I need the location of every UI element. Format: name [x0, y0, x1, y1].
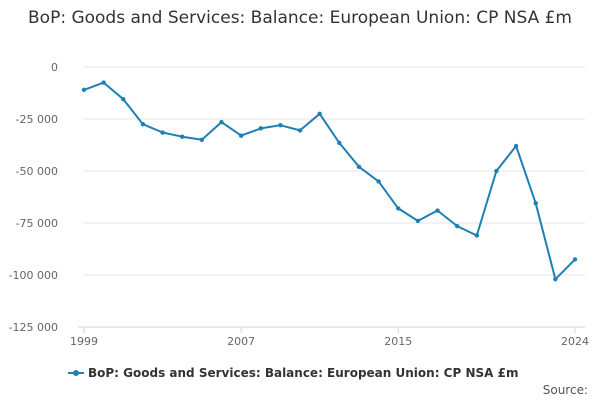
data-point[interactable]	[337, 140, 342, 146]
y-axis-ticks: 0 -25 000 -50 000 -75 000 -100 000 -125 000	[9, 61, 58, 334]
y-tick-label: -125 000	[9, 321, 58, 334]
series-line	[83, 81, 576, 281]
legend-swatch	[68, 368, 84, 378]
data-point[interactable]	[297, 128, 303, 133]
data-point[interactable]	[121, 97, 126, 102]
y-tick-label: -75 000	[16, 217, 58, 230]
data-point[interactable]	[101, 80, 106, 85]
gridlines	[84, 66, 585, 276]
data-point[interactable]	[553, 276, 558, 282]
data-point[interactable]	[513, 143, 519, 149]
data-point[interactable]	[572, 257, 578, 262]
source-label: Source:	[542, 383, 588, 397]
data-point[interactable]	[219, 119, 224, 125]
data-point[interactable]	[140, 122, 146, 127]
data-point[interactable]	[396, 206, 401, 211]
y-tick-label: -25 000	[16, 113, 58, 126]
x-tick-label: 2007	[227, 335, 255, 348]
data-point[interactable]	[494, 168, 499, 174]
x-tick-label: 2015	[384, 335, 412, 348]
legend[interactable]: BoP: Goods and Services: Balance: Europe…	[68, 366, 518, 380]
data-point[interactable]	[454, 223, 460, 229]
y-tick-label: -50 000	[16, 165, 58, 178]
data-point[interactable]	[376, 179, 381, 184]
x-tick-label: 2024	[561, 335, 589, 348]
data-point[interactable]	[356, 164, 362, 170]
y-tick-label: -100 000	[9, 269, 58, 282]
x-tick-label: 1999	[70, 335, 98, 348]
data-point[interactable]	[474, 233, 479, 238]
data-point[interactable]	[81, 87, 87, 93]
data-point[interactable]	[199, 137, 205, 142]
x-axis: 1999 2007 2015 2024	[70, 326, 589, 348]
data-point[interactable]	[415, 218, 421, 224]
legend-label: BoP: Goods and Services: Balance: Europe…	[88, 366, 519, 380]
data-point[interactable]	[317, 111, 322, 117]
chart-title: BoP: Goods and Services: Balance: Europe…	[28, 8, 572, 28]
data-point[interactable]	[278, 123, 283, 128]
y-tick-label: 0	[51, 61, 58, 74]
data-point[interactable]	[238, 133, 244, 138]
data-point[interactable]	[258, 126, 263, 131]
data-point[interactable]	[435, 208, 440, 213]
data-point[interactable]	[533, 201, 538, 206]
data-point[interactable]	[180, 134, 185, 139]
series-layer	[81, 80, 578, 282]
data-point[interactable]	[160, 130, 165, 135]
